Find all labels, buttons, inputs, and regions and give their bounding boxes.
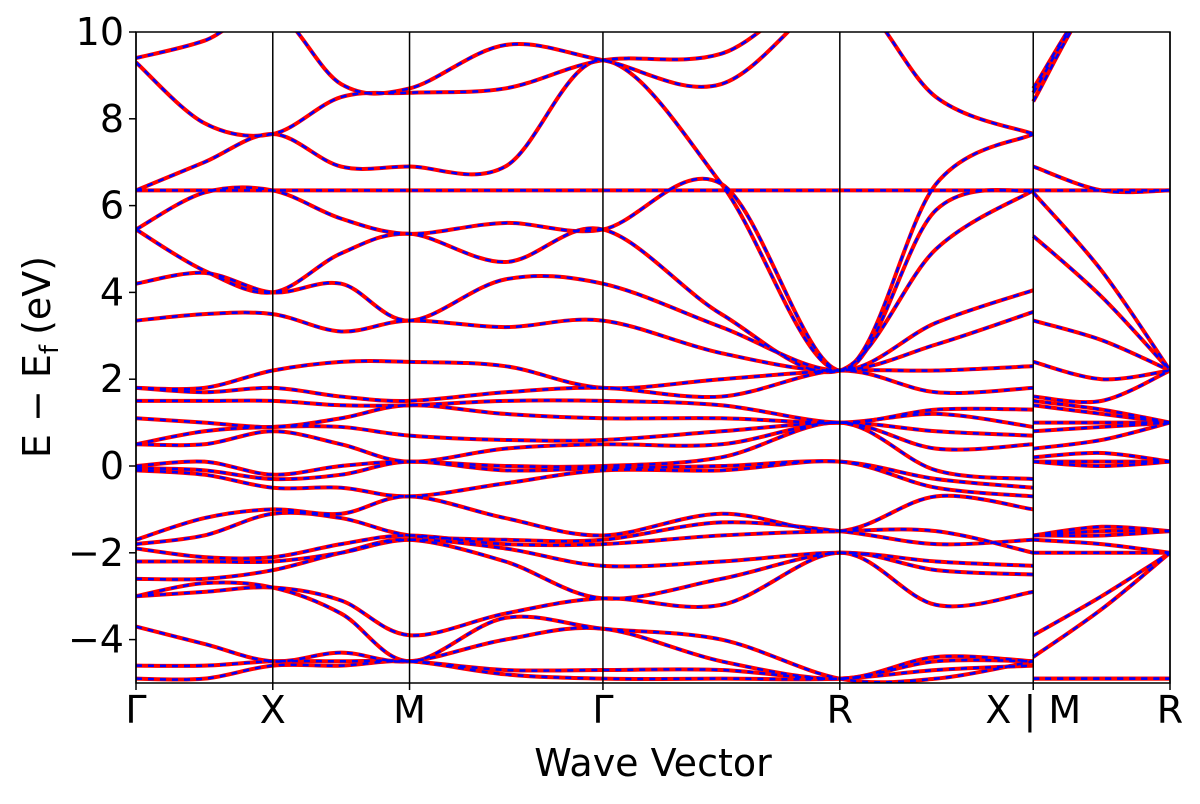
x-tick-label: R <box>1157 688 1183 732</box>
x-tick-label: X | M <box>985 688 1081 733</box>
band-overlay <box>136 511 1170 546</box>
y-tick-label: 2 <box>100 357 124 401</box>
y-tick-label: 8 <box>100 97 124 141</box>
x-axis-label: Wave Vector <box>534 741 772 785</box>
y-label-unit: (eV) <box>15 256 59 335</box>
band-line <box>136 234 1170 373</box>
band-overlay <box>136 421 1170 481</box>
plot-frame <box>135 31 1171 684</box>
band-overlay <box>136 32 1070 138</box>
band-overlay <box>136 421 1170 446</box>
band-overlay <box>136 459 1170 498</box>
band-overlay <box>136 551 1170 683</box>
x-tick-label: R <box>827 688 853 732</box>
y-tick-label: 10 <box>76 10 124 54</box>
band-overlay <box>136 551 1170 680</box>
band-overlay <box>136 32 1069 95</box>
band-overlay <box>136 369 1170 404</box>
x-tick-label: Γ <box>592 688 613 732</box>
y-tick-label: −4 <box>68 618 124 662</box>
axes: −4 −2 0 2 4 6 8 10 Γ X M Γ R X | M R <box>68 10 1183 733</box>
band-overlay <box>136 189 1170 374</box>
y-tick-label: −2 <box>68 531 124 575</box>
band-overlay <box>136 451 1170 489</box>
band-overlay <box>136 658 1170 681</box>
band-overlay <box>136 538 1170 600</box>
band-line <box>136 188 1170 375</box>
band-overlay <box>136 235 1170 372</box>
y-tick-label: 4 <box>100 270 124 314</box>
band-line <box>136 310 1170 373</box>
band-line <box>136 359 1170 392</box>
band-line <box>136 32 1073 373</box>
band-line <box>136 164 1170 373</box>
x-tick-label: M <box>393 688 426 732</box>
band-line <box>136 32 1070 96</box>
y-axis-label: E − Ef (eV) <box>15 256 65 458</box>
band-overlay <box>136 399 1170 424</box>
y-tick-label: 0 <box>100 444 124 488</box>
band-overlay <box>136 32 1072 372</box>
x-tick-label: X <box>260 688 286 732</box>
band-overlay <box>136 359 1170 391</box>
y-tick-label: 6 <box>100 184 124 228</box>
band-overlay <box>136 310 1170 372</box>
band-overlay <box>136 551 1170 637</box>
band-line <box>136 32 1071 138</box>
y-label-main: E − E <box>15 354 59 458</box>
bands <box>136 32 1170 683</box>
x-tick-label: Γ <box>125 688 146 732</box>
y-label-sub: f <box>35 344 65 354</box>
